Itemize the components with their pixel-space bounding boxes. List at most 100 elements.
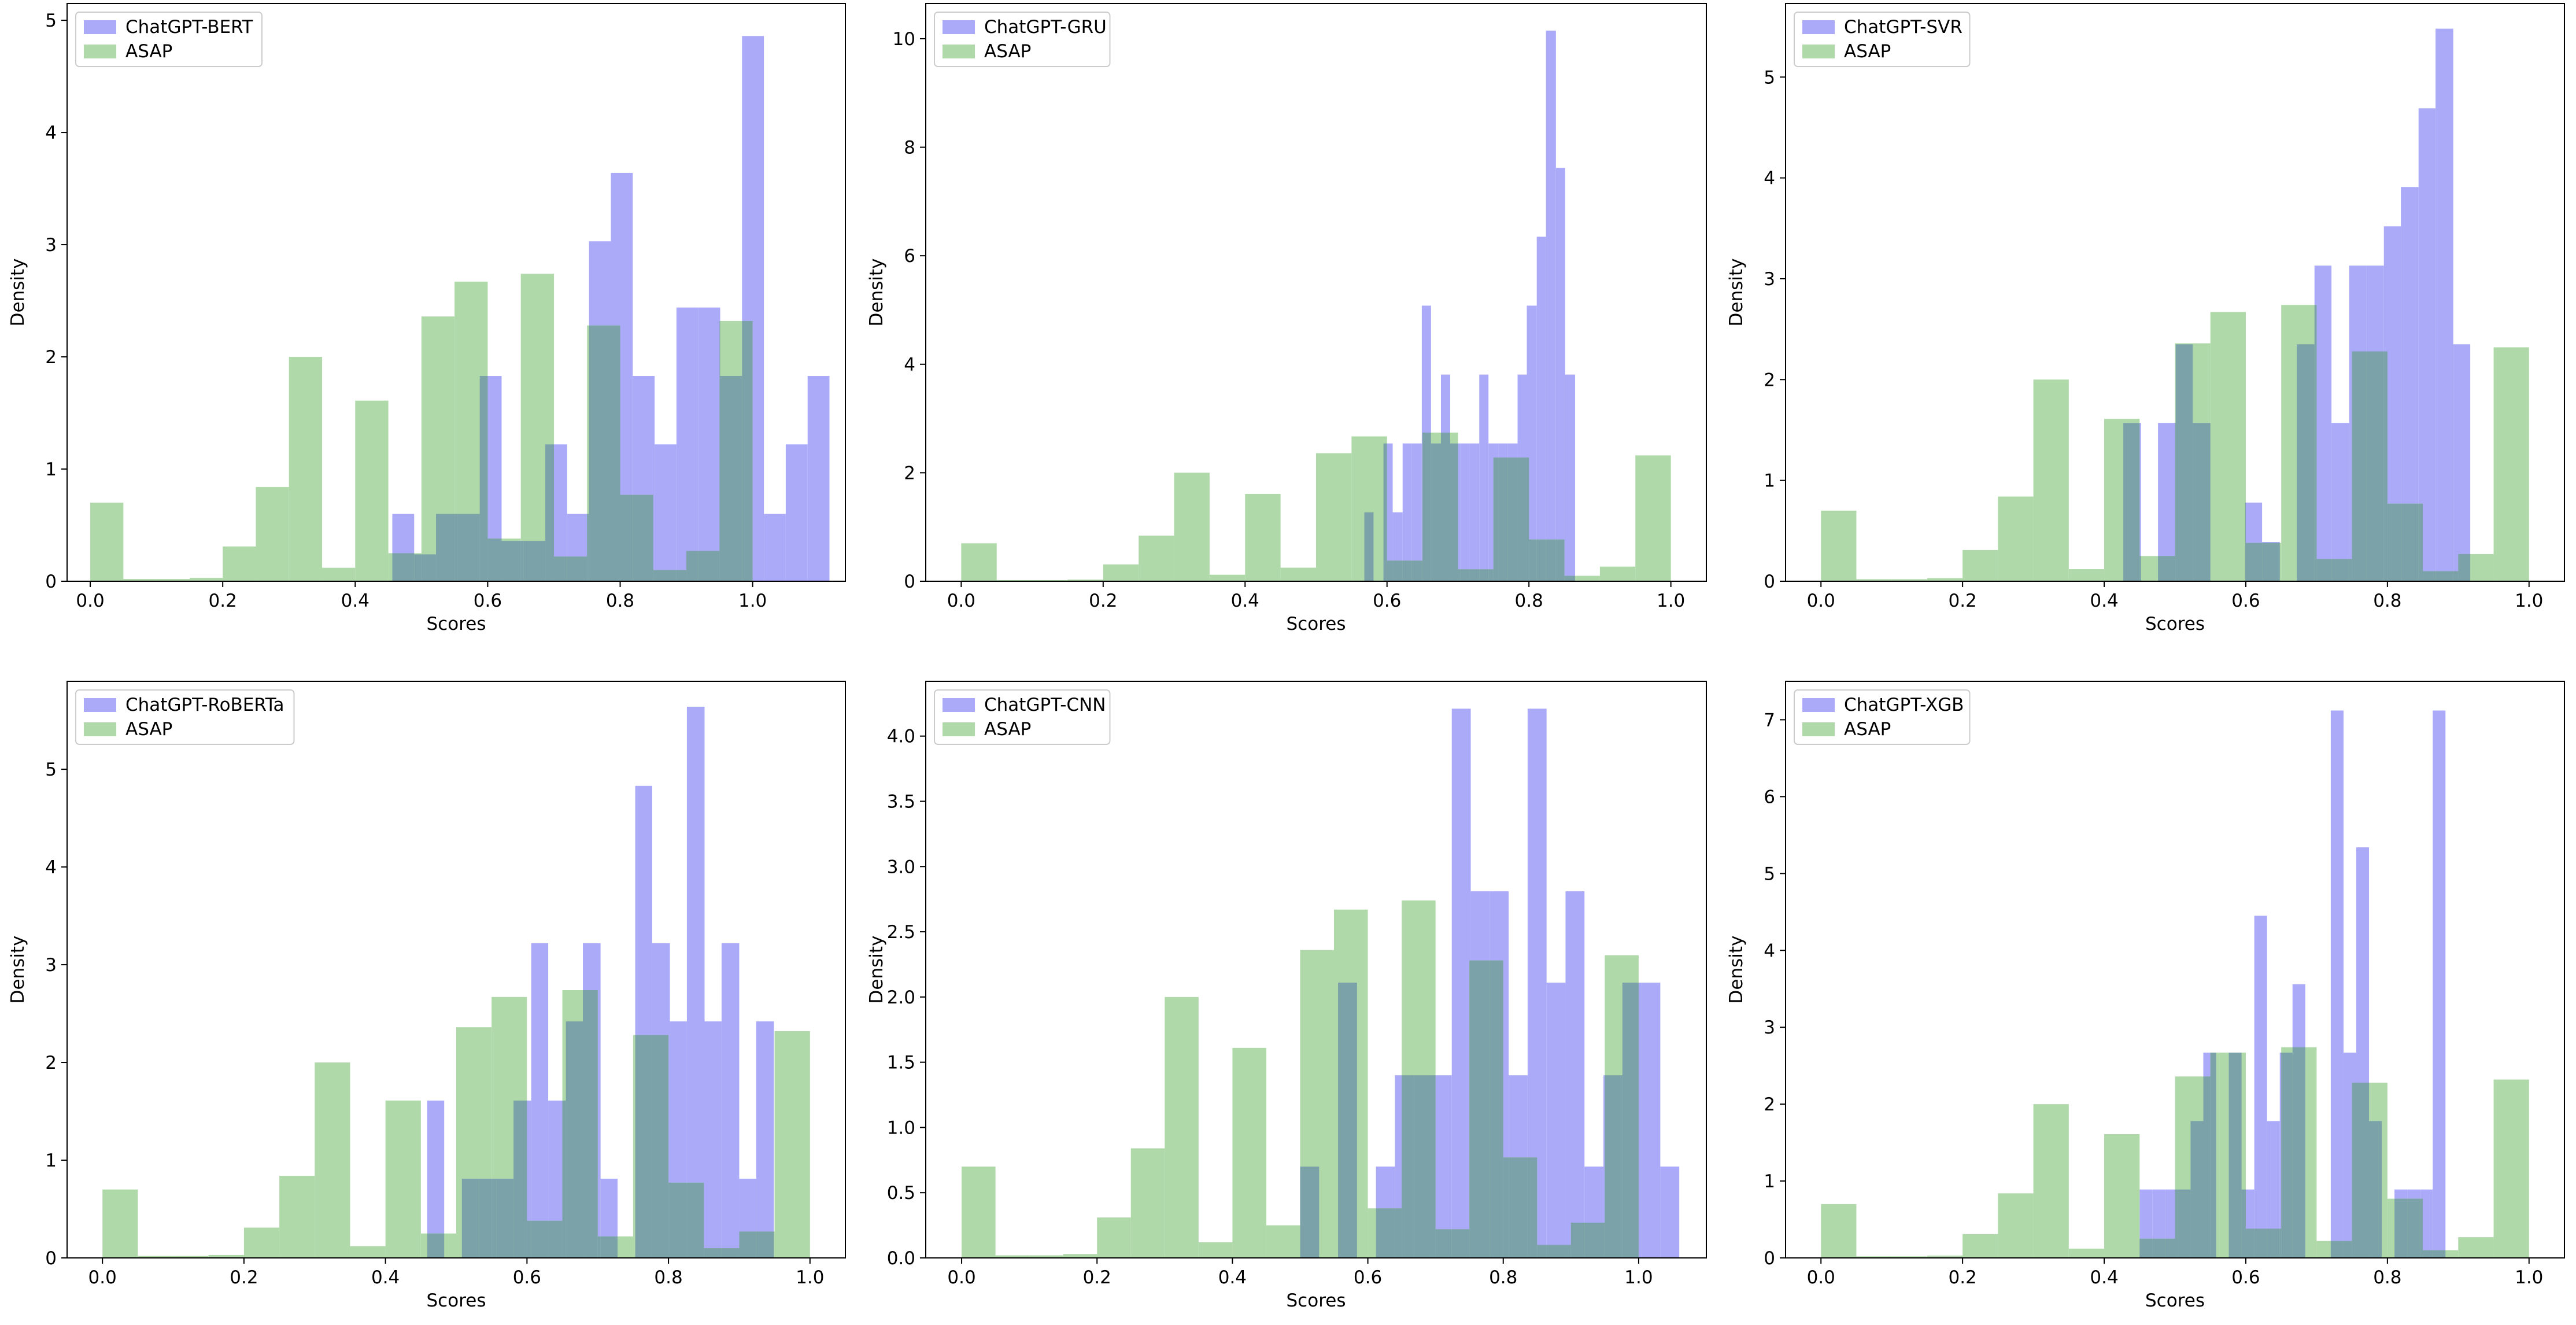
bar-chatgpt	[1555, 168, 1565, 581]
bar-overlap	[668, 1182, 670, 1258]
bar-overlap	[2245, 503, 2246, 581]
bar-overlap	[2435, 571, 2453, 581]
bar-asap	[1245, 493, 1281, 581]
y-tick-label: 3	[1764, 269, 1775, 290]
x-tick-label: 0.6	[2231, 1267, 2260, 1288]
bar-asap	[355, 400, 389, 581]
bar-overlap	[1392, 560, 1403, 581]
bar-overlap	[1584, 1223, 1604, 1258]
legend-swatch-chatgpt	[1802, 698, 1835, 712]
bar-overlap	[597, 1236, 601, 1258]
bar-chatgpt	[676, 307, 698, 581]
bar-overlap	[479, 1179, 492, 1258]
bar-overlap	[2343, 1241, 2352, 1258]
bar-chatgpt	[704, 1021, 722, 1258]
bar-overlap	[720, 376, 742, 581]
x-axis-label: Scores	[1287, 614, 1346, 634]
bar-overlap	[1432, 1075, 1436, 1258]
y-tick-label: 4	[1764, 168, 1775, 189]
bar-overlap	[620, 494, 633, 581]
bar-overlap	[1565, 575, 1575, 581]
bar-overlap	[2423, 1250, 2433, 1258]
x-tick-label: 0.4	[1218, 1267, 1247, 1288]
bar-asap	[1209, 574, 1246, 581]
x-axis-label: Scores	[427, 1290, 486, 1311]
bar-asap	[774, 1031, 810, 1258]
bar-overlap	[2420, 1198, 2423, 1258]
bar-chatgpt	[2435, 28, 2453, 581]
bar-asap	[2458, 1237, 2494, 1258]
y-axis-label: Density	[1726, 936, 1747, 1004]
bar-overlap	[1414, 1075, 1433, 1258]
bar-asap	[1139, 536, 1174, 581]
bar-overlap	[567, 556, 587, 581]
legend-swatch-asap	[84, 45, 116, 58]
bar-chatgpt	[2158, 423, 2176, 581]
x-tick-label: 0.8	[606, 590, 634, 611]
bar-overlap	[2254, 1228, 2267, 1258]
bar-asap	[1635, 455, 1671, 581]
bar-overlap	[2369, 1121, 2382, 1258]
bar-asap	[123, 579, 157, 581]
y-axis-label: Density	[1726, 259, 1747, 327]
y-tick-label: 4	[45, 123, 57, 143]
bar-overlap	[587, 514, 589, 581]
bar-overlap	[653, 570, 655, 581]
bar-overlap	[421, 554, 437, 581]
y-tick-label: 3.5	[887, 792, 915, 813]
bar-asap	[2033, 379, 2069, 581]
bar-chatgpt	[2267, 1121, 2280, 1258]
bar-overlap	[1488, 569, 1494, 581]
bar-overlap	[2349, 559, 2352, 581]
bar-overlap	[562, 1100, 566, 1258]
y-tick-label: 1	[1764, 471, 1775, 492]
y-tick-label: 10	[893, 29, 915, 50]
bar-chatgpt	[2433, 710, 2446, 1258]
bar-asap	[90, 503, 124, 581]
bar-chatgpt	[1432, 1075, 1452, 1258]
bar-overlap	[1498, 457, 1508, 581]
y-tick-label: 0	[1764, 1248, 1775, 1269]
bar-overlap	[1493, 457, 1499, 581]
axes-frame	[925, 3, 1707, 582]
bar-overlap	[1555, 539, 1565, 581]
y-tick-label: 0.0	[887, 1248, 915, 1269]
bar-overlap	[2178, 1189, 2191, 1258]
bar-overlap	[1529, 539, 1537, 581]
bar-overlap	[2152, 1238, 2165, 1258]
bar-chatgpt	[1641, 983, 1661, 1258]
bar-chatgpt	[1451, 708, 1471, 1258]
x-tick-label: 1.0	[1624, 1267, 1653, 1288]
bar-asap	[256, 487, 289, 581]
bar-overlap	[513, 1100, 527, 1258]
y-tick-label: 2.0	[887, 987, 915, 1008]
y-tick-label: 2	[45, 347, 57, 368]
y-tick-label: 3	[45, 235, 57, 256]
bar-overlap	[1503, 1157, 1509, 1258]
legend-label-asap: ASAP	[984, 41, 1031, 62]
axes-frame	[1785, 3, 2565, 582]
y-tick-label: 3	[1764, 1017, 1775, 1038]
legend-label-chatgpt: ChatGPT-SVR	[1844, 17, 1963, 38]
bar-asap	[243, 1227, 280, 1258]
y-tick-label: 0.5	[887, 1183, 915, 1204]
x-tick-label: 0.0	[88, 1267, 117, 1288]
legend: ChatGPT-XGB ASAP	[1794, 689, 1971, 745]
bar-overlap	[531, 1220, 549, 1258]
bar-overlap	[2316, 559, 2332, 581]
y-tick-label: 5	[45, 759, 57, 780]
bar-overlap	[392, 553, 415, 581]
bar-chatgpt	[686, 706, 705, 1258]
bar-asap	[1198, 1242, 1233, 1258]
bar-overlap	[635, 1035, 652, 1258]
x-axis-label: Scores	[2145, 614, 2205, 634]
bar-overlap	[2314, 305, 2317, 581]
legend-label-asap: ASAP	[1844, 719, 1891, 740]
bar-overlap	[2297, 344, 2315, 581]
bar-overlap	[1411, 560, 1422, 581]
bar-overlap	[1507, 457, 1518, 581]
legend: ChatGPT-GRU ASAP	[934, 12, 1111, 67]
y-tick-label: 0	[904, 571, 915, 592]
bar-chatgpt	[1536, 237, 1546, 581]
x-tick-label: 0.8	[1515, 590, 1543, 611]
